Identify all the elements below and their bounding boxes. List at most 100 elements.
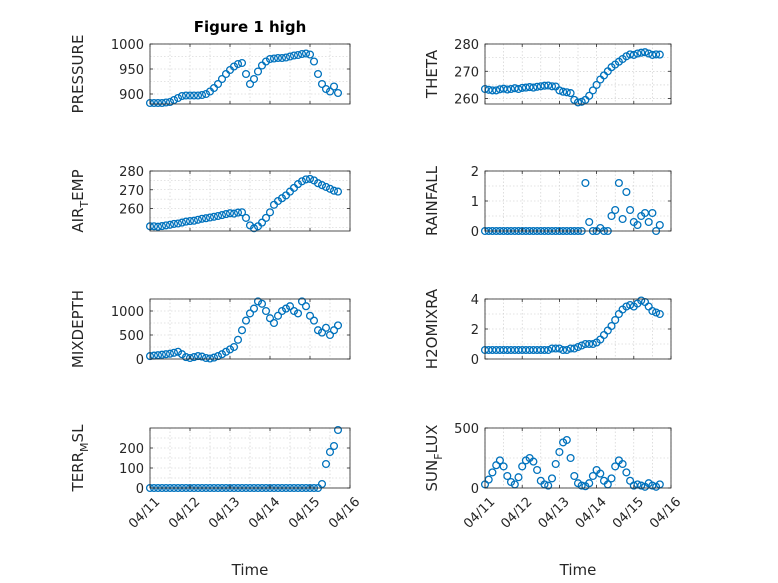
data-point (237, 326, 247, 335)
data-point (525, 345, 534, 355)
panel-terr_msl: 0 100 200 04/11 04/12 04/13 04/14 04/15 04/16 Tim… (69, 424, 363, 579)
data-point (197, 214, 207, 223)
data-point (201, 353, 211, 363)
data-point (225, 209, 235, 218)
data-point (261, 57, 271, 66)
y-tick-label: 270 (454, 65, 479, 80)
x-tick-label: 04/13 (206, 495, 243, 532)
data-point (562, 345, 571, 355)
data-point (189, 353, 199, 362)
data-point (640, 48, 650, 57)
x-tick-label: 04/16 (647, 495, 684, 532)
data-point (562, 435, 571, 445)
data-point (265, 314, 275, 323)
data-point (540, 81, 549, 90)
y-axis-label: RAINFALL (423, 165, 441, 236)
axes-background (150, 428, 350, 488)
data-point (622, 187, 631, 197)
data-point (237, 208, 247, 217)
data-point (611, 315, 620, 325)
data-point (249, 224, 259, 233)
data-point (607, 474, 616, 483)
x-tick-label: 04/14 (573, 495, 610, 532)
data-point (581, 339, 590, 349)
data-point (229, 209, 239, 218)
data-point (637, 48, 646, 57)
data-point (305, 50, 315, 59)
y-tick-label: 0 (471, 353, 479, 368)
data-point (229, 342, 239, 352)
data-point (169, 348, 179, 357)
data-point (585, 217, 594, 227)
data-point (321, 323, 331, 332)
data-point (521, 345, 530, 355)
data-point (153, 98, 163, 108)
data-point (285, 302, 295, 311)
data-point (518, 83, 527, 92)
data-point (313, 179, 323, 188)
data-point (253, 67, 263, 76)
x-tick-label: 04/13 (536, 495, 573, 532)
data-point (293, 309, 303, 318)
data-point (588, 471, 597, 481)
data-point (305, 311, 315, 320)
data-point (321, 84, 331, 94)
data-point (301, 175, 311, 184)
data-point (488, 345, 497, 355)
data-point (652, 50, 661, 59)
data-point (321, 182, 331, 191)
data-point (257, 218, 267, 227)
data-point (637, 481, 646, 490)
data-point (622, 468, 631, 477)
data-point (189, 91, 199, 100)
data-point (193, 352, 203, 361)
data-point (596, 469, 605, 478)
y-tick-label: 950 (119, 63, 144, 78)
axes-frame (484, 427, 672, 489)
y-tick-label: 2 (471, 165, 479, 180)
data-point (566, 344, 575, 353)
data-point (544, 81, 553, 90)
data-point (555, 344, 564, 353)
data-point (633, 49, 642, 58)
data-point (633, 220, 642, 230)
data-point (555, 86, 564, 95)
data-point (233, 59, 243, 69)
data-point (221, 210, 231, 219)
y-tick-label: 1000 (111, 38, 144, 53)
data-point (540, 345, 549, 355)
data-point (205, 354, 215, 363)
data-point (197, 90, 207, 100)
data-point (559, 345, 568, 355)
y-tick-label: 900 (119, 88, 144, 103)
data-point (157, 350, 167, 359)
axes-frame (149, 43, 351, 105)
data-point (281, 304, 291, 313)
data-point (225, 345, 235, 354)
data-point (241, 213, 251, 222)
data-point (626, 205, 635, 215)
data-point (655, 220, 664, 230)
data-point (165, 349, 175, 358)
data-point (547, 474, 557, 483)
data-point (329, 326, 339, 335)
data-point (618, 214, 627, 224)
data-point (588, 339, 597, 349)
data-point (161, 350, 171, 359)
data-point (209, 353, 219, 362)
data-point (193, 91, 203, 100)
data-point (533, 465, 542, 475)
data-point (325, 330, 335, 340)
data-point (585, 91, 594, 100)
data-point (570, 344, 579, 353)
data-point (325, 87, 335, 96)
data-point (566, 453, 575, 463)
y-tick-label: 500 (454, 422, 479, 437)
data-point (205, 213, 215, 222)
y-axis-label: PRESSURE (69, 35, 87, 114)
data-point (637, 296, 646, 305)
data-point (333, 187, 343, 196)
y-tick-label: 200 (119, 442, 144, 457)
data-point (221, 347, 231, 356)
data-point (506, 345, 516, 355)
